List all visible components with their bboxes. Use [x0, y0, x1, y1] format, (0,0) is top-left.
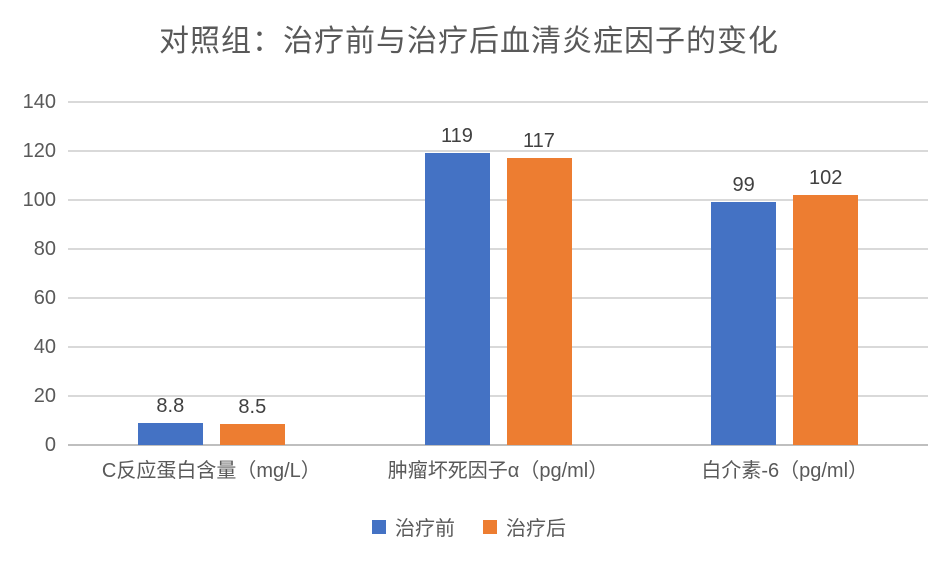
bar-治疗后 [219, 424, 285, 445]
y-tick-label-40: 40 [33, 336, 56, 358]
bar-unit: 117 [506, 102, 572, 445]
gridline-40 [68, 346, 928, 348]
category-label-2: 肿瘤坏死因子α（pg/ml） [387, 460, 609, 482]
bar-value-label: 8.8 [156, 395, 185, 418]
bar-group-3: 99 102 [641, 102, 928, 445]
x-axis-category-labels: C反应蛋白含量（mg/L） 肿瘤坏死因子α（pg/ml） 白介素-6（pg/ml） [68, 454, 928, 488]
bar-治疗后 [793, 195, 859, 445]
gridline-140 [68, 101, 928, 103]
gridline-60 [68, 297, 928, 299]
category-label-1: C反应蛋白含量（mg/L） [101, 460, 321, 482]
bar-value-label: 119 [441, 125, 473, 148]
y-tick-label-100: 100 [22, 189, 56, 211]
gridline-100 [68, 199, 928, 201]
bar-治疗后 [506, 158, 572, 445]
y-axis-labels: 0 20 40 60 80 100 120 140 [0, 92, 56, 455]
gridline-120 [68, 150, 928, 152]
legend: 治疗前 治疗后 [0, 512, 938, 541]
bar-治疗前 [711, 202, 777, 445]
bar-unit: 102 [793, 102, 859, 445]
y-tick-label-60: 60 [33, 287, 56, 309]
gridline-80 [68, 248, 928, 250]
bar-groups: 8.8 8.5 119 117 99 102 [68, 102, 928, 445]
bar-value-label: 117 [523, 130, 555, 153]
legend-item-治疗后: 治疗后 [483, 512, 566, 541]
bar-unit: 99 [711, 102, 777, 445]
legend-label: 治疗后 [506, 518, 566, 540]
y-tick-label-0: 0 [44, 434, 56, 456]
bar-unit: 8.5 [219, 102, 285, 445]
bar-value-label: 8.5 [238, 396, 267, 419]
gridline-20 [68, 395, 928, 397]
bar-治疗前 [424, 153, 490, 445]
bar-value-label: 102 [808, 167, 843, 190]
bar-治疗前 [137, 423, 203, 445]
y-tick-label-20: 20 [33, 385, 56, 407]
gridline-0 [68, 444, 928, 446]
chart-title: 对照组：治疗前与治疗后血清炎症因子的变化 [159, 25, 779, 58]
legend-item-治疗前: 治疗前 [372, 512, 455, 541]
bar-value-label: 99 [732, 174, 755, 197]
y-tick-label-140: 140 [22, 91, 56, 113]
legend-label: 治疗前 [395, 518, 455, 540]
y-tick-label-120: 120 [22, 140, 56, 162]
legend-swatch-icon [483, 519, 497, 534]
y-tick-label-80: 80 [33, 238, 56, 260]
bar-unit: 8.8 [137, 102, 203, 445]
plot-area: 8.8 8.5 119 117 99 102 [68, 101, 928, 446]
category-label-3: 白介素-6（pg/ml） [701, 460, 869, 482]
bar-group-1: 8.8 8.5 [68, 102, 355, 445]
legend-swatch-icon [372, 519, 386, 534]
bar-group-2: 119 117 [355, 102, 642, 445]
bar-unit: 119 [424, 102, 490, 445]
